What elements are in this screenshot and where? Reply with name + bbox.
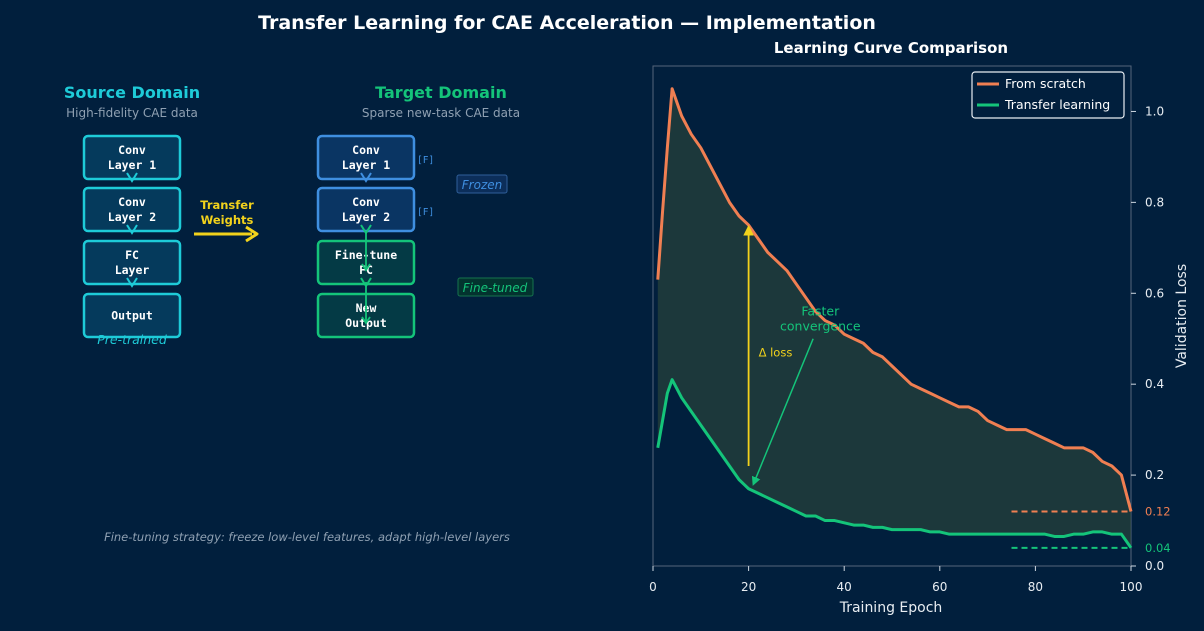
chart-title: Learning Curve Comparison: [774, 39, 1008, 57]
chevron-down-icon: [126, 172, 138, 183]
arrow-down-icon: [361, 263, 371, 272]
y-tick-label: 0.8: [1145, 195, 1164, 209]
source-domain-title: Source Domain: [64, 83, 200, 102]
chart-ylabel: Validation Loss: [1174, 264, 1190, 368]
x-tick-label: 60: [932, 580, 947, 594]
source-layer-box: [82, 292, 182, 339]
chevron-down-icon: [126, 277, 138, 288]
final-loss-label: 0.04: [1145, 541, 1171, 555]
source-layer-label: Conv: [118, 195, 146, 209]
convergence-label: Faster: [801, 303, 840, 318]
source-layer-box: [82, 239, 182, 286]
y-tick-label: 0.4: [1145, 377, 1164, 391]
chart-legend: From scratch Transfer learning: [971, 71, 1125, 119]
target-domain-subtitle: Sparse new-task CAE data: [362, 106, 520, 120]
finetuned-tag: Fine-tuned: [457, 277, 534, 297]
source-layer-label: Conv: [118, 143, 146, 157]
pretrained-tag: Pre-trained: [97, 332, 167, 347]
transfer-label-line2: Weights: [201, 213, 254, 227]
x-tick-label: 20: [741, 580, 756, 594]
x-tick-label: 100: [1120, 580, 1143, 594]
source-layer-label: Layer 2: [108, 210, 156, 224]
frozen-marker: [F]: [417, 207, 434, 218]
target-layer-box: [316, 134, 416, 181]
finetuned-tag-label: Fine-tuned: [463, 281, 528, 295]
convergence-gap-area: [657, 88, 1131, 548]
source-layer-label: Layer 1: [108, 158, 157, 172]
target-layer-label: Layer 1: [342, 158, 391, 172]
y-tick-label: 0.6: [1145, 286, 1164, 300]
source-domain-subtitle: High-fidelity CAE data: [66, 106, 198, 120]
frozen-tag: Frozen: [456, 174, 508, 194]
legend-label: From scratch: [1005, 76, 1086, 91]
x-tick-label: 80: [1028, 580, 1043, 594]
convergence-arrow: [751, 338, 814, 486]
final-loss-label: 0.12: [1145, 504, 1171, 518]
source-layer-box: [82, 186, 182, 233]
source-layer-label: Output: [111, 309, 153, 323]
x-tick-label: 0: [649, 580, 657, 594]
convergence-label: convergence: [780, 318, 861, 333]
delta-loss-label: Δ loss: [759, 345, 793, 359]
target-layer-label: Conv: [352, 195, 380, 209]
series-line-from-scratch: [656, 87, 1133, 512]
transfer-arrow-icon: [194, 225, 259, 243]
source-layer-4: Output: [82, 292, 182, 339]
y-tick-label: 1.0: [1145, 104, 1164, 118]
source-layer-label: FC: [125, 248, 139, 262]
x-tick-label: 40: [837, 580, 852, 594]
chart-frame: [652, 65, 1132, 567]
series-line-transfer-learning: [656, 378, 1133, 549]
target-domain-title: Target Domain: [375, 83, 507, 102]
chart-xlabel: Training Epoch: [839, 600, 943, 616]
y-tick-label: 0.2: [1145, 468, 1164, 482]
footnote: Fine-tuning strategy: freeze low-level f…: [104, 530, 510, 544]
target-layer-label: Conv: [352, 143, 380, 157]
transfer-label-line1: Transfer: [200, 198, 254, 212]
source-layer-box: [82, 134, 182, 181]
chevron-down-icon: [126, 224, 138, 235]
arrow-down-icon: [361, 316, 371, 325]
chevron-down-icon: [360, 172, 372, 183]
figure-title: Transfer Learning for CAE Acceleration —…: [258, 12, 876, 34]
frozen-marker: [F]: [417, 155, 434, 166]
target-layer-label: Layer 2: [342, 210, 390, 224]
y-tick-label: 0.0: [1145, 559, 1164, 573]
source-layer-label: Layer: [115, 263, 150, 277]
legend-label: Transfer learning: [1004, 97, 1110, 112]
frozen-tag-label: Frozen: [462, 178, 502, 192]
